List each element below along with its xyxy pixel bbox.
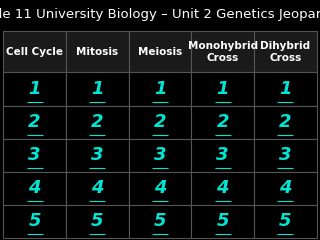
Text: 1: 1: [154, 80, 166, 98]
Text: Meiosis: Meiosis: [138, 47, 182, 57]
Bar: [254, 172, 317, 204]
Text: Grade 11 University Biology – Unit 2 Genetics Jeopardy 1: Grade 11 University Biology – Unit 2 Gen…: [0, 8, 320, 21]
Bar: [254, 106, 317, 138]
Text: 3: 3: [91, 146, 104, 164]
Text: 5: 5: [28, 212, 41, 230]
Text: 5: 5: [279, 212, 292, 230]
Bar: [66, 204, 129, 238]
Text: 4: 4: [216, 179, 229, 197]
Bar: [129, 106, 191, 138]
Bar: [3, 172, 66, 204]
Text: Cell Cycle: Cell Cycle: [6, 47, 63, 57]
Text: 3: 3: [28, 146, 41, 164]
Bar: [254, 204, 317, 238]
Text: Dihybrid
Cross: Dihybrid Cross: [260, 41, 310, 63]
Bar: [191, 72, 254, 106]
Text: 5: 5: [154, 212, 166, 230]
Text: 2: 2: [216, 113, 229, 131]
Text: 5: 5: [216, 212, 229, 230]
Bar: [3, 106, 66, 138]
Bar: [66, 106, 129, 138]
Bar: [129, 31, 191, 72]
Text: 4: 4: [91, 179, 104, 197]
Bar: [191, 138, 254, 172]
Bar: [254, 72, 317, 106]
Text: 2: 2: [279, 113, 292, 131]
Bar: [3, 31, 66, 72]
Bar: [254, 31, 317, 72]
Text: Mitosis: Mitosis: [76, 47, 118, 57]
Text: 2: 2: [154, 113, 166, 131]
Text: Monohybrid
Cross: Monohybrid Cross: [188, 41, 258, 63]
Bar: [129, 204, 191, 238]
Bar: [66, 72, 129, 106]
Text: 1: 1: [28, 80, 41, 98]
Text: 2: 2: [28, 113, 41, 131]
Bar: [129, 172, 191, 204]
Text: 3: 3: [279, 146, 292, 164]
Bar: [191, 31, 254, 72]
Text: 1: 1: [279, 80, 292, 98]
Bar: [3, 72, 66, 106]
Bar: [254, 138, 317, 172]
Bar: [191, 106, 254, 138]
Text: 3: 3: [154, 146, 166, 164]
Text: 4: 4: [154, 179, 166, 197]
Bar: [66, 172, 129, 204]
Text: 5: 5: [91, 212, 104, 230]
Bar: [3, 204, 66, 238]
Text: 4: 4: [279, 179, 292, 197]
Bar: [66, 138, 129, 172]
Text: 1: 1: [91, 80, 104, 98]
Bar: [3, 138, 66, 172]
Text: 4: 4: [28, 179, 41, 197]
Bar: [191, 204, 254, 238]
Bar: [66, 31, 129, 72]
Bar: [129, 138, 191, 172]
Bar: [129, 72, 191, 106]
Bar: [191, 172, 254, 204]
Text: 3: 3: [216, 146, 229, 164]
Text: 2: 2: [91, 113, 104, 131]
Text: 1: 1: [216, 80, 229, 98]
